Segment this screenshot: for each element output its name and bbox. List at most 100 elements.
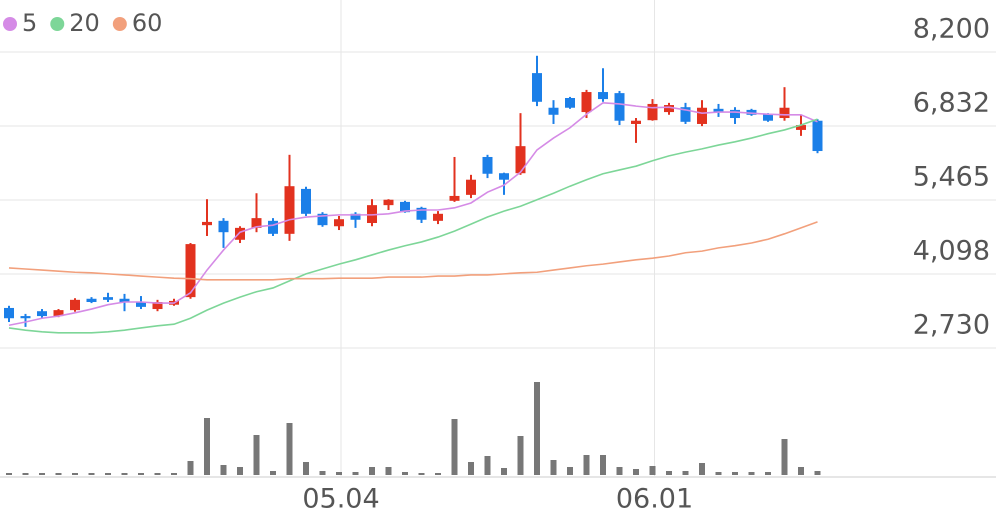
volume-bar <box>39 473 45 475</box>
candle-body <box>268 220 278 234</box>
volume-bar <box>567 467 573 475</box>
volume-bar <box>765 472 771 475</box>
volume-bar <box>435 473 441 475</box>
x-tick-label: 05.04 <box>302 484 379 515</box>
candle-body <box>433 213 443 221</box>
volume-bar <box>220 465 227 475</box>
candle-body <box>664 105 674 113</box>
volume-bar <box>501 468 507 475</box>
candle-body <box>499 173 509 180</box>
volume-bar <box>105 473 111 475</box>
volume-bar <box>468 462 474 475</box>
volume-bar <box>237 467 243 475</box>
candle-body <box>515 146 526 174</box>
volume-bar <box>616 467 623 475</box>
volume-bar <box>369 467 375 475</box>
volume-bar <box>699 463 705 475</box>
candle-body <box>251 218 262 228</box>
volume-bar <box>583 455 590 475</box>
volume-bar <box>666 471 672 475</box>
candle-body <box>400 201 410 213</box>
candle-body <box>548 107 559 115</box>
candle-body <box>37 311 47 317</box>
candle-body <box>466 179 476 195</box>
volume-bar <box>550 460 557 475</box>
volume-bar <box>270 471 276 475</box>
y-tick-label: 8,200 <box>913 14 990 45</box>
volume-bar <box>600 455 606 475</box>
volume-bar <box>72 473 78 475</box>
volume-bar <box>732 472 738 475</box>
y-tick-label: 2,730 <box>913 310 990 341</box>
candle-body <box>565 97 575 108</box>
volume-bar <box>286 423 293 475</box>
volume-bar <box>253 435 260 475</box>
volume-bar <box>385 467 392 475</box>
legend-label: 60 <box>132 9 163 37</box>
candle-body <box>317 213 328 226</box>
candle-body <box>779 107 790 119</box>
volume-bar <box>55 473 62 475</box>
volume-bar <box>682 471 689 475</box>
legend-marker <box>50 17 65 31</box>
candle-body <box>70 299 80 311</box>
candle-body <box>614 93 625 121</box>
legend-label: 5 <box>22 9 37 37</box>
y-tick-label: 6,832 <box>913 88 990 119</box>
candle-body <box>449 195 460 201</box>
y-tick-label: 5,465 <box>913 162 990 193</box>
candle-body <box>581 92 592 113</box>
volume-bar <box>633 469 639 475</box>
volume-bar <box>402 472 408 475</box>
volume-bar <box>534 382 540 475</box>
candle-body <box>763 114 773 121</box>
candle-body <box>713 108 724 113</box>
volume-bar <box>204 418 210 475</box>
ma-line <box>8 118 818 334</box>
volume-bar <box>781 439 788 475</box>
volume-bar <box>715 472 722 475</box>
volume-bar <box>336 472 342 475</box>
y-tick-label: 4,098 <box>913 235 990 266</box>
candle-body <box>53 310 64 317</box>
legend-label: 20 <box>69 9 100 37</box>
volume-bar <box>451 419 458 475</box>
candle-body <box>218 220 229 233</box>
volume-bar <box>121 473 128 475</box>
volume-bar <box>418 473 425 475</box>
candle-body <box>119 298 130 303</box>
volume-bar <box>187 461 194 475</box>
candle-body <box>598 92 608 100</box>
candle-body <box>631 120 641 124</box>
volume-bar <box>649 466 656 475</box>
candle-body <box>416 207 427 220</box>
volume-bar <box>154 473 161 475</box>
volume-bar <box>352 472 359 475</box>
ma-line <box>8 102 818 327</box>
candle-body <box>284 186 295 234</box>
legend-marker <box>3 17 17 31</box>
candle-body <box>136 302 146 307</box>
candle-body <box>697 107 707 124</box>
candle-body <box>235 227 245 240</box>
candle-body <box>647 103 658 121</box>
volume-bar <box>138 473 144 475</box>
candle-body <box>86 298 97 303</box>
volume-bar <box>6 473 12 475</box>
volume-bar <box>88 473 95 475</box>
volume-bar <box>484 456 491 475</box>
candle-body <box>796 125 806 130</box>
x-tick-label: 06.01 <box>616 484 693 515</box>
candle-body <box>680 107 691 122</box>
candle-body <box>532 73 542 102</box>
candle-body <box>185 244 196 298</box>
volume-bar <box>22 473 29 475</box>
candle-body <box>4 307 14 319</box>
candle-body <box>383 199 394 206</box>
volume-bar <box>748 472 755 475</box>
volume-bar <box>171 473 177 475</box>
volume-bar <box>517 436 524 475</box>
ma-line <box>8 221 818 281</box>
candle-body <box>334 219 344 227</box>
